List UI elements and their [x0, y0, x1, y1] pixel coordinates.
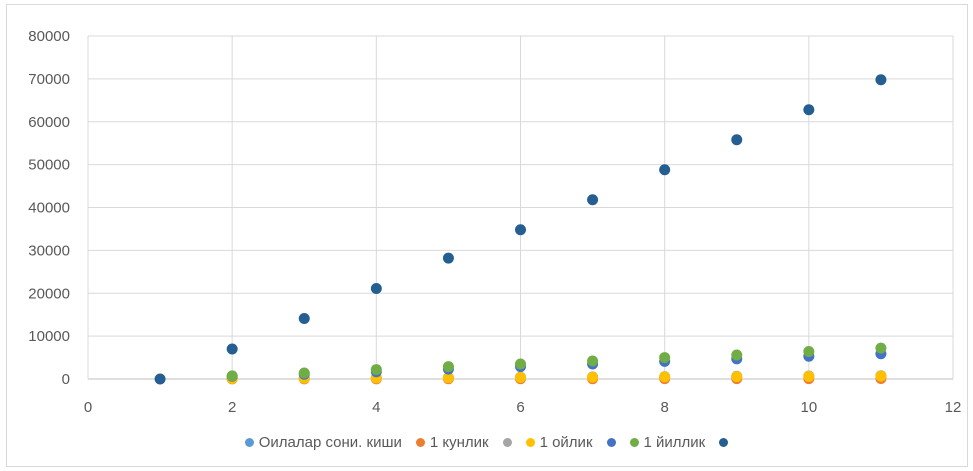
data-point [875, 370, 887, 382]
data-point [226, 370, 238, 382]
data-point [731, 371, 743, 383]
axis-layer: 0 10000 20000 30000 40000 50000 60000 70000 8000… [28, 28, 961, 416]
x-tick-label: 4 [372, 399, 380, 416]
x-tick-label: 8 [660, 399, 668, 416]
data-point [298, 367, 310, 379]
x-tick-label: 10 [800, 399, 817, 416]
y-tick-label: 20000 [28, 285, 70, 302]
data-point [731, 134, 743, 146]
data-point [803, 370, 815, 382]
data-point [659, 371, 671, 383]
data-point [226, 343, 238, 355]
legend-item [502, 434, 512, 451]
data-point [803, 104, 815, 116]
y-tick-label: 60000 [28, 114, 70, 131]
data-point [587, 194, 599, 206]
legend-item [606, 434, 616, 451]
legend-marker [629, 438, 639, 447]
legend-marker [525, 438, 535, 447]
data-point [370, 283, 382, 295]
y-tick-label: 0 [62, 371, 70, 388]
x-tick-label: 6 [516, 399, 524, 416]
y-tick-label: 10000 [28, 328, 70, 345]
y-tick-label: 50000 [28, 157, 70, 174]
data-point [875, 342, 887, 354]
legend-marker [244, 438, 254, 447]
data-point [298, 313, 310, 325]
legend-label: 1 кунлик [429, 434, 489, 451]
legend-item: 1 йиллик [629, 434, 706, 451]
legend-label: Оилалар сони. киши [258, 434, 402, 451]
data-point [731, 349, 743, 361]
chart-legend: Оилалар сони. киши 1 кунлик 1 ойлик 1 йилли… [0, 434, 973, 451]
x-tick-label: 0 [84, 399, 92, 416]
legend-marker [606, 438, 616, 447]
legend-marker [719, 438, 729, 447]
x-tick-label: 2 [228, 399, 236, 416]
legend-item: Оилалар сони. киши [244, 434, 402, 451]
y-tick-label: 70000 [28, 71, 70, 88]
data-point [515, 358, 526, 370]
data-point [154, 373, 166, 385]
grid-layer [88, 35, 954, 379]
legend-item: 1 ойлик [525, 434, 593, 451]
legend-marker [502, 438, 512, 447]
legend-label: 1 йиллик [643, 434, 706, 451]
x-tick-label: 12 [945, 399, 962, 416]
data-point [803, 346, 815, 358]
data-point [659, 352, 671, 364]
chart-area [6, 4, 968, 467]
y-tick-label: 40000 [28, 200, 70, 217]
data-point [442, 372, 454, 384]
y-tick-label: 30000 [28, 242, 70, 259]
data-point [659, 164, 671, 176]
legend-marker [415, 438, 425, 447]
data-point [515, 224, 526, 236]
data-point [587, 371, 599, 383]
legend-label: 1 ойлик [539, 434, 593, 451]
legend-item [719, 434, 729, 451]
legend-item: 1 кунлик [415, 434, 489, 451]
data-point [875, 74, 887, 86]
data-point [370, 364, 382, 376]
data-point [442, 252, 454, 264]
y-tick-label: 80000 [28, 28, 70, 45]
data-point [515, 371, 526, 383]
data-point [587, 355, 599, 367]
points-layer [154, 74, 887, 385]
data-point [442, 361, 454, 373]
